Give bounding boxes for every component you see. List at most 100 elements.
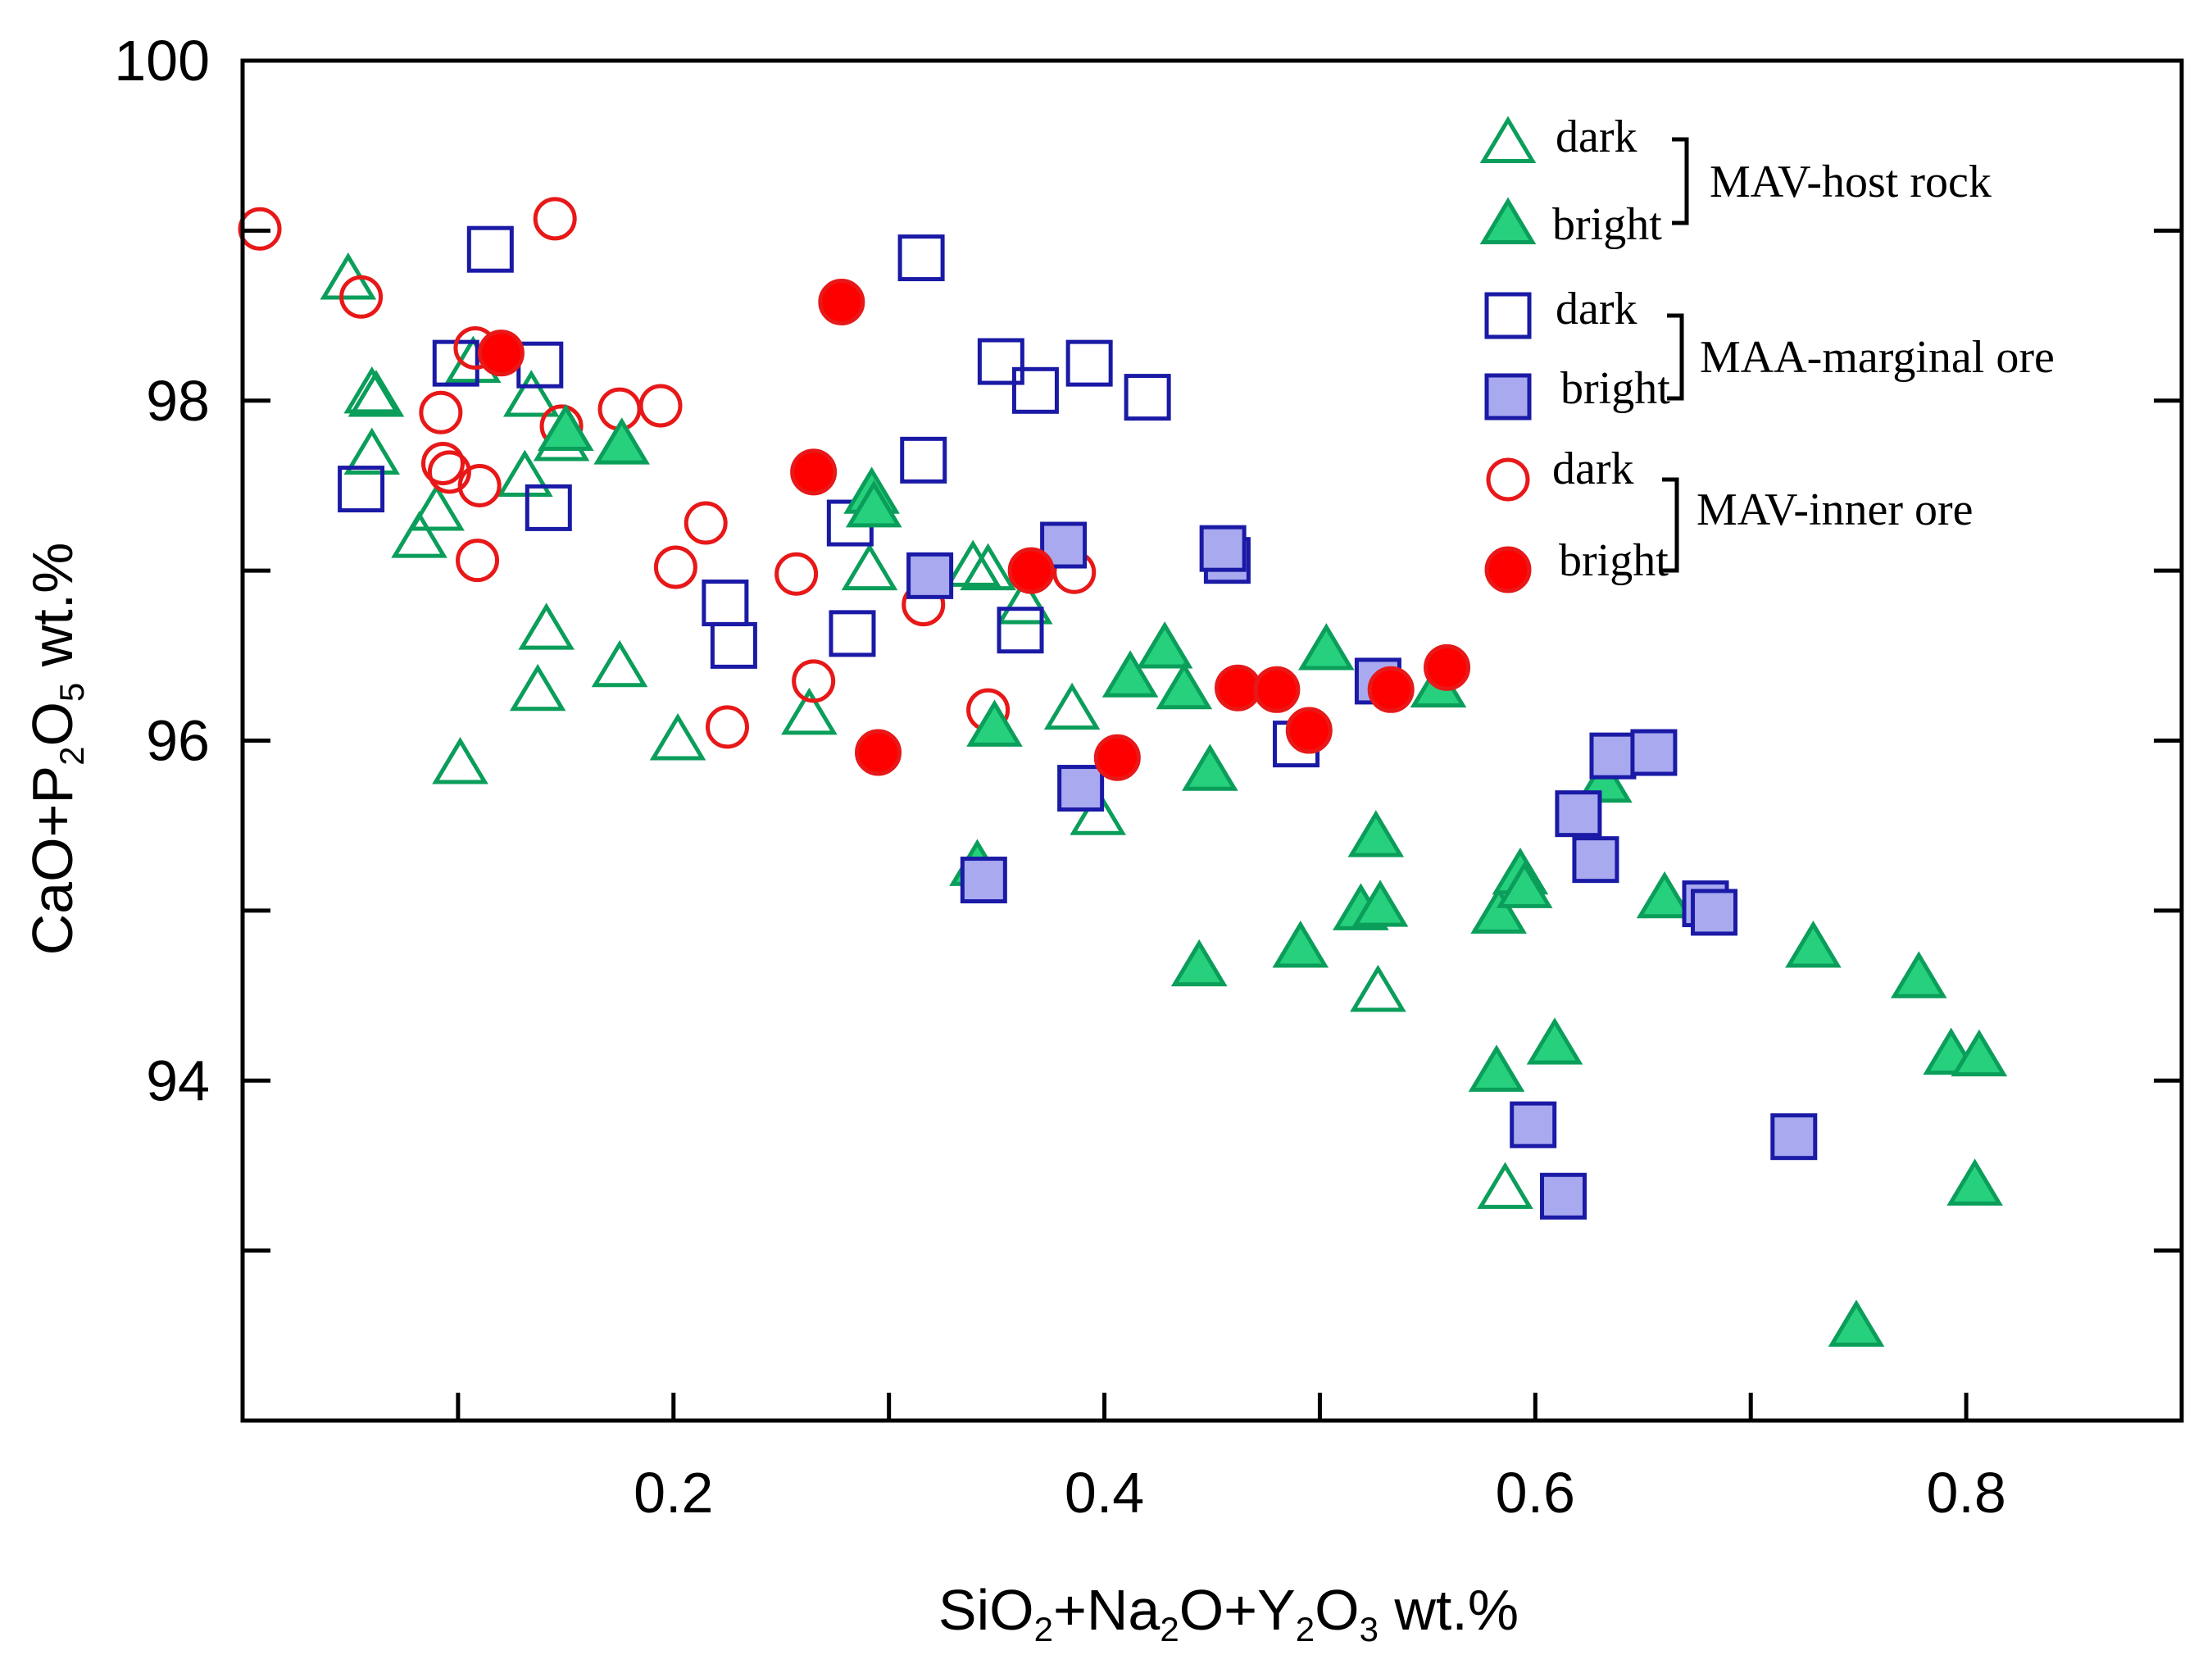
circle-point (1093, 734, 1141, 781)
triangle-point (1946, 1158, 2003, 1206)
circle-point (456, 539, 500, 583)
triangle-point (1890, 951, 1947, 998)
triangle-point (966, 699, 1023, 747)
circle-point (818, 278, 865, 325)
legend: dark bright dark bright dark bright MAV-host r… (1479, 111, 2055, 593)
square-point (516, 341, 564, 389)
square-point (1691, 889, 1738, 936)
legend-group-label: MAA-marginal ore (1700, 332, 2055, 383)
circle-point (1367, 666, 1415, 713)
square-point (1770, 1113, 1818, 1161)
triangle-point (1470, 886, 1527, 934)
square-point (710, 621, 757, 669)
square-point (977, 338, 1024, 385)
tick-labels-layer: 0.2 0.4 0.6 0.8 94 96 98 100 (114, 29, 2006, 1525)
square-point (1124, 374, 1171, 421)
triangle-point (538, 403, 594, 452)
triangle-point (1785, 921, 1842, 968)
x-tick-label: 0.6 (1496, 1461, 1575, 1525)
circle-point (638, 384, 683, 428)
legend-bracket (1667, 313, 1684, 401)
square-point (1510, 1101, 1557, 1148)
triangle-point (1477, 1162, 1533, 1209)
square-point (1540, 1172, 1587, 1220)
circle-point (533, 197, 577, 241)
y-tick-label: 98 (146, 369, 210, 433)
square-point (1011, 366, 1059, 414)
circle-point (706, 705, 749, 749)
legend-square-icon (1484, 373, 1532, 421)
triangle-point (347, 370, 405, 417)
triangle-point (1347, 810, 1405, 857)
triangle-point (343, 427, 401, 475)
square-point (466, 225, 514, 273)
triangle-point (1526, 1017, 1583, 1065)
series-maa-marginal-ore-dark (338, 225, 1320, 768)
circle-point (792, 659, 836, 703)
legend-entry-label: dark (1556, 284, 1637, 334)
circle-point (855, 729, 902, 776)
y-axis-title: CaO+P2O5 wt.% (20, 543, 91, 956)
legend-circle-icon (1486, 457, 1530, 502)
square-point (338, 466, 385, 513)
x-tick-label: 0.8 (1926, 1461, 2005, 1525)
triangle-point (509, 663, 566, 712)
triangle-point (944, 539, 1002, 587)
legend-square-icon (1484, 292, 1532, 339)
triangle-point (996, 577, 1053, 625)
circle-point (1253, 666, 1301, 713)
triangle-point (593, 417, 650, 465)
triangle-point (1170, 939, 1228, 987)
triangle-point (391, 511, 447, 558)
series-mav-host-rock-dark (320, 252, 1533, 1209)
y-tick-label: 96 (146, 709, 210, 773)
square-point (829, 610, 876, 657)
square-point (1065, 339, 1113, 387)
legend-group-label: MAV-inner ore (1696, 484, 1974, 535)
legend-group-label: MAV-host rock (1710, 157, 1992, 207)
square-point (1057, 765, 1105, 812)
triangle-point (591, 639, 648, 688)
circle-point (477, 330, 525, 377)
square-point (900, 436, 947, 484)
circle-point (1424, 643, 1471, 691)
circle-point (774, 552, 819, 596)
y-tick-label: 100 (114, 29, 210, 93)
circle-point (1007, 547, 1055, 594)
circle-point (238, 207, 282, 251)
triangle-point (518, 602, 575, 650)
triangle-point (1496, 861, 1553, 908)
legend-bracket (1672, 137, 1689, 225)
circle-point (653, 545, 697, 589)
triangle-point (408, 484, 465, 531)
triangle-point (497, 449, 553, 498)
legend-entry-label: bright (1552, 199, 1662, 250)
square-point (997, 607, 1044, 654)
triangle-point (1351, 880, 1409, 927)
triangle-point (1070, 788, 1126, 835)
square-point (1589, 732, 1637, 780)
triangle-point (1043, 682, 1101, 730)
square-point (1630, 729, 1678, 776)
y-tick-label: 94 (146, 1048, 210, 1112)
square-point (1199, 525, 1247, 572)
data-points-layer (238, 197, 2008, 1347)
square-point (960, 857, 1007, 904)
circle-point (457, 463, 502, 507)
circle-point (790, 448, 838, 496)
legend-bracket (1662, 477, 1679, 573)
square-point (525, 484, 572, 531)
legend-entry-label: dark (1556, 111, 1637, 162)
triangle-point (1468, 1044, 1525, 1092)
series-mav-inner-ore-bright (477, 278, 1471, 781)
legend-triangle-icon (1479, 197, 1537, 244)
square-point (1572, 836, 1619, 884)
series-mav-host-rock-bright (538, 403, 2008, 1347)
legend-circle-icon (1484, 546, 1532, 593)
triangle-point (781, 687, 838, 735)
square-point (1555, 790, 1602, 838)
square-point (897, 234, 945, 282)
legend-entry-label: bright (1560, 363, 1670, 414)
x-axis-title: SiO2+Na2O+Y2O3 wt.% (938, 1578, 1519, 1648)
